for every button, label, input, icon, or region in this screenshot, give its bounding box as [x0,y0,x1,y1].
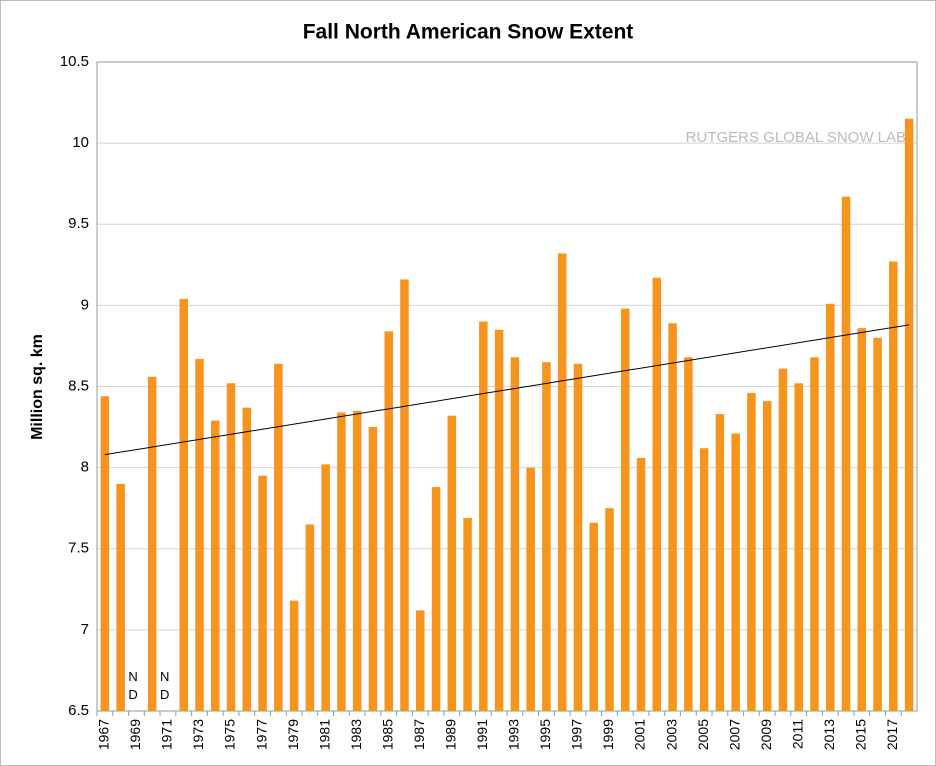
bar [715,414,725,711]
bar [857,328,867,711]
bar [652,277,662,711]
bar [510,357,520,711]
bar [668,323,677,711]
bar [794,383,803,711]
bar [810,357,819,711]
x-tick-label: 2007 [726,719,742,750]
bar [258,475,267,711]
bar [321,464,330,711]
bar [116,483,125,711]
y-tick-label: 9.5 [68,215,89,232]
bar [904,118,914,712]
bar [289,600,299,711]
bar [731,433,740,711]
bar [762,401,772,711]
trend-line [104,324,910,456]
x-tick-label: 1979 [285,719,301,750]
bar [841,196,851,712]
y-tick-label: 10.5 [60,53,89,70]
bar [431,487,441,711]
bar [526,467,535,711]
x-tick-label: 1995 [537,719,553,750]
bar [889,261,898,711]
bar [479,321,488,711]
x-tick-label: 2017 [884,719,900,750]
x-tick-label: 1991 [474,719,490,750]
bar [494,329,504,711]
no-data-label: N D [128,669,138,702]
bar [621,308,630,711]
bar [416,610,425,711]
bar [573,363,583,711]
bar [179,298,188,711]
bar [463,517,472,711]
bar [400,279,409,711]
x-tick-label: 1989 [443,719,459,750]
x-tick-label: 1971 [159,719,175,750]
x-tick-label: 1967 [96,719,112,750]
x-tick-label: 2013 [821,719,837,750]
x-tick-label: 2005 [695,719,711,750]
bar [747,392,756,711]
x-tick-label: 2003 [663,719,679,750]
x-tick-label: 1987 [411,719,427,750]
bar [699,448,709,711]
x-tick-label: 1969 [127,719,143,750]
y-tick-label: 8 [81,459,89,476]
watermark: RUTGERS GLOBAL SNOW LAB [686,129,906,146]
x-tick-label: 1985 [379,719,395,750]
bar [589,522,598,711]
x-tick-label: 1973 [190,719,206,750]
bar [826,303,835,711]
x-tick-label: 1975 [222,719,238,750]
bar [226,383,236,711]
bar [542,362,551,711]
x-tick-label: 1977 [253,719,269,750]
bar [274,363,283,711]
y-tick-label: 9 [81,296,89,313]
x-tick-label: 1999 [600,719,616,750]
bar [368,427,378,711]
bar [195,358,204,711]
bar [242,407,252,711]
x-tick-label: 2011 [789,719,805,749]
x-tick-label: 2015 [853,719,869,750]
bar [352,410,362,711]
y-tick-label: 7 [81,621,89,638]
x-tick-label: 1993 [506,719,522,750]
bar [605,508,614,711]
y-tick-label: 6.5 [68,702,89,719]
bar [778,368,788,711]
y-tick-label: 7.5 [68,540,89,557]
y-axis-label: Million sq. km [29,334,46,440]
bar [211,420,220,711]
bar [557,253,567,711]
bar [636,457,646,711]
no-data-label: N D [159,669,170,702]
bar [337,412,346,711]
y-tick-label: 10 [72,134,89,151]
x-tick-label: 2001 [632,719,648,750]
x-tick-label: 1983 [348,719,364,750]
bar [684,357,693,711]
bar [447,415,457,711]
bar [384,331,393,711]
bar [100,396,110,711]
chart-title: Fall North American Snow Extent [303,21,634,44]
bar [147,376,157,711]
bar [873,337,882,711]
x-tick-label: 1997 [569,719,585,750]
x-tick-label: 2009 [758,719,774,750]
x-tick-label: 1981 [316,719,332,750]
bar [305,524,315,711]
y-tick-label: 8.5 [68,377,89,394]
